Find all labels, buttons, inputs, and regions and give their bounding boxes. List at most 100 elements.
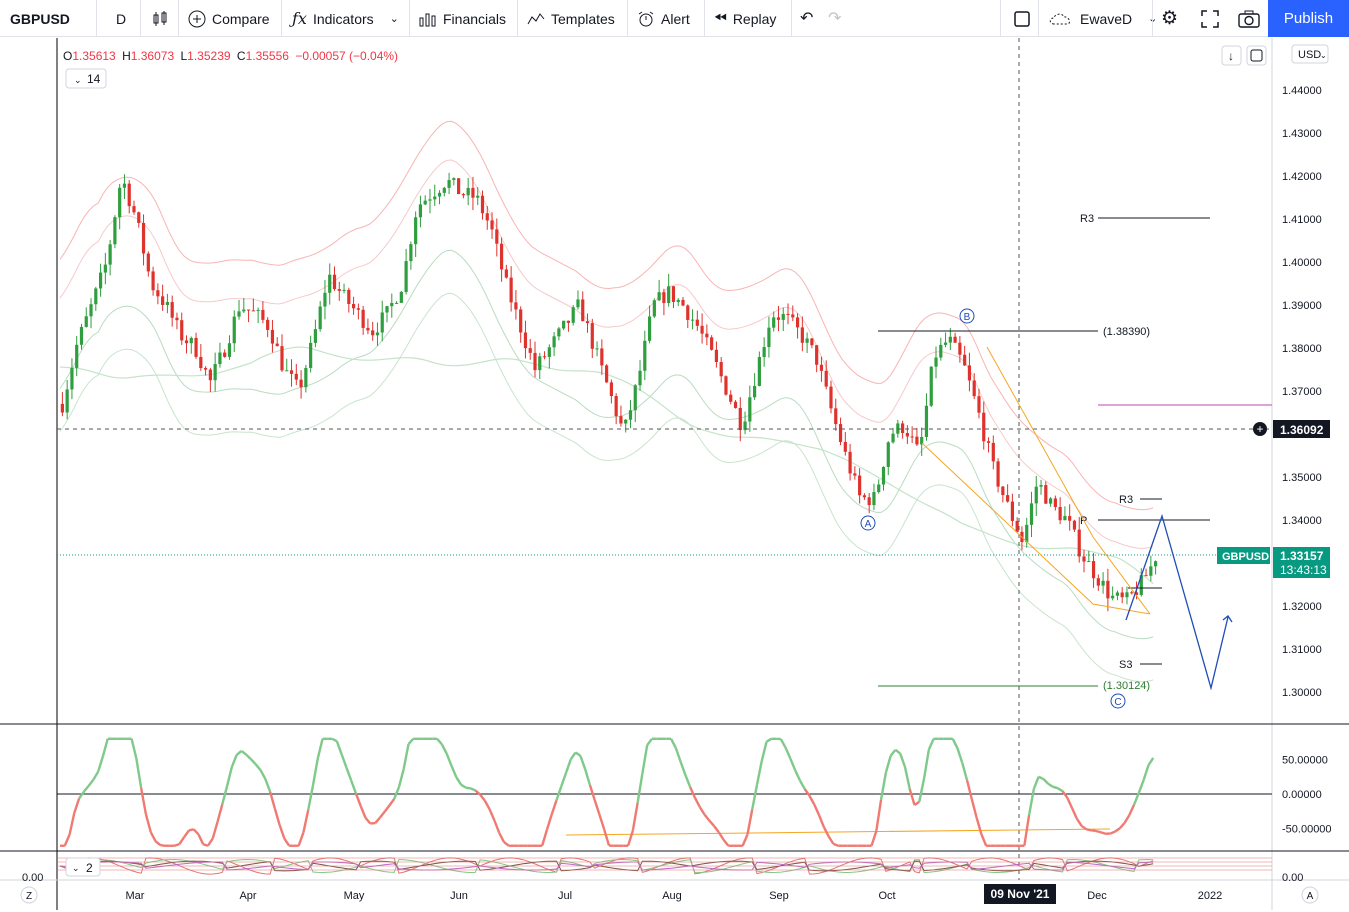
zoom-axis-button[interactable]: Z bbox=[20, 886, 38, 904]
auto-scale-button[interactable]: A bbox=[1301, 886, 1319, 904]
time-tick-label: Aug bbox=[662, 890, 682, 902]
candle-body bbox=[175, 317, 179, 321]
candle-body bbox=[385, 306, 389, 313]
templates-button[interactable]: Templates bbox=[527, 0, 615, 37]
oscillator-segment bbox=[808, 795, 816, 806]
lower-indicators-toggle-button[interactable]: ⌄ 2 bbox=[65, 857, 101, 877]
time-axis[interactable]: Mar Apr May Jun Jul Aug Sep Oct Dec 2022 bbox=[126, 890, 1223, 902]
oscillator-segment bbox=[541, 829, 549, 847]
pane-maximize-button[interactable] bbox=[1246, 45, 1267, 66]
interval-button[interactable]: D bbox=[116, 0, 126, 37]
wave-label-c: C bbox=[1114, 697, 1121, 708]
candle-body bbox=[834, 408, 838, 425]
pane-down-button[interactable]: ↓ bbox=[1221, 45, 1242, 66]
oscillator-segment bbox=[250, 758, 257, 766]
candle-body bbox=[98, 272, 103, 289]
auto-scale-label: A bbox=[1307, 891, 1314, 902]
oscillator-segment bbox=[908, 788, 916, 806]
indicators-button[interactable]: ƒx Indicators ⌄ bbox=[292, 0, 399, 37]
layout-name-button[interactable]: EwaveD ⌄ bbox=[1048, 0, 1157, 37]
symbol-search-button[interactable]: GBPUSD bbox=[10, 0, 70, 37]
chart-area[interactable]: (1.38390) (1.30124) R3 R3 P S3 A B C 1.4… bbox=[0, 37, 1349, 912]
price-tick-label: 1.35000 bbox=[1282, 472, 1322, 484]
candle-body bbox=[858, 475, 862, 496]
cloud-icon bbox=[1049, 13, 1071, 24]
candle-body bbox=[958, 342, 962, 355]
candle-body bbox=[915, 436, 919, 445]
candle-body bbox=[328, 274, 332, 293]
rewind-icon: ⏪︎ bbox=[714, 9, 727, 27]
oscillator-segment bbox=[679, 761, 687, 776]
plus-circle-icon bbox=[188, 10, 206, 27]
candle-body bbox=[1029, 503, 1034, 525]
candle-body bbox=[1044, 485, 1048, 504]
candle-body bbox=[1144, 575, 1148, 577]
candle-body bbox=[108, 244, 112, 265]
snapshot-button[interactable] bbox=[1238, 0, 1260, 37]
candle-body bbox=[891, 433, 895, 443]
oscillator-segment bbox=[1095, 829, 1102, 834]
oscillator-segment bbox=[755, 760, 763, 786]
candle-body bbox=[924, 405, 929, 437]
oscillator-segment bbox=[822, 826, 830, 837]
oscillator-segment bbox=[436, 738, 443, 746]
oscillator-axis[interactable]: 50.00000 0.00000 -50.00000 0.00 0.00 bbox=[22, 755, 1332, 885]
wave-marker-a: A bbox=[860, 515, 876, 531]
layout-select-button[interactable] bbox=[1013, 0, 1031, 37]
candle-body bbox=[366, 327, 370, 331]
candle-body bbox=[848, 451, 852, 474]
candle-body bbox=[943, 342, 948, 345]
candle-body bbox=[237, 311, 241, 317]
currency-select[interactable]: USD⌄ bbox=[1291, 44, 1329, 64]
publish-button[interactable]: Publish bbox=[1268, 0, 1349, 37]
compare-button[interactable]: Compare bbox=[188, 0, 270, 37]
replay-button[interactable]: ⏪︎ Replay bbox=[714, 0, 776, 37]
oscillator-segment bbox=[440, 743, 448, 755]
candle-body bbox=[1001, 486, 1005, 496]
candle-body bbox=[127, 183, 131, 207]
oscillator-segment bbox=[211, 821, 219, 839]
oscillator-segment bbox=[698, 806, 706, 816]
fullscreen-button[interactable] bbox=[1201, 0, 1219, 37]
oscillator-divergence-line bbox=[565, 828, 1111, 836]
oscillator-segment bbox=[1061, 790, 1069, 799]
candle-body bbox=[719, 362, 723, 377]
candle-body bbox=[1096, 578, 1100, 586]
candle-body bbox=[132, 206, 136, 213]
alarm-clock-icon bbox=[638, 11, 654, 26]
oscillator-segment bbox=[97, 755, 105, 772]
candle-body bbox=[657, 292, 661, 301]
candle-body bbox=[1101, 580, 1105, 586]
candle-body bbox=[905, 432, 909, 437]
oscillator-segment bbox=[144, 814, 152, 833]
redo-button[interactable]: ↷ bbox=[828, 0, 841, 37]
oscillator-segment bbox=[555, 786, 563, 801]
oscillator-segment bbox=[1142, 764, 1150, 781]
oscillator-segment bbox=[402, 743, 410, 770]
price-axis[interactable]: 1.44000 1.43000 1.42000 1.41000 1.40000 1.390… bbox=[1282, 85, 1322, 699]
candle-body bbox=[1068, 516, 1072, 521]
price-tick-label: 1.39000 bbox=[1282, 300, 1322, 312]
candle-body bbox=[514, 302, 518, 310]
chart-type-button[interactable] bbox=[151, 0, 169, 37]
candle-body bbox=[356, 308, 360, 310]
financials-button[interactable]: Financials bbox=[419, 0, 506, 37]
oscillator-segment bbox=[202, 843, 209, 847]
alert-button[interactable]: Alert bbox=[637, 0, 690, 37]
candle-body bbox=[1082, 556, 1086, 562]
square-icon bbox=[1014, 10, 1030, 27]
undo-button[interactable]: ↶ bbox=[800, 0, 813, 37]
candle-body bbox=[542, 356, 547, 358]
settings-button[interactable]: ⚙︎ bbox=[1161, 0, 1178, 37]
oscillator-segment bbox=[1047, 782, 1054, 788]
candle-body bbox=[838, 424, 843, 443]
oscillator-segment bbox=[636, 773, 644, 803]
oscillator-segment bbox=[1090, 829, 1097, 833]
candle-body bbox=[767, 327, 771, 348]
arrow-down-icon: ↓ bbox=[1228, 49, 1234, 63]
candle-body bbox=[151, 271, 155, 291]
candle-body bbox=[137, 212, 141, 223]
candle-body bbox=[1034, 486, 1038, 504]
indicators-toggle-button[interactable]: ⌄ 14 bbox=[65, 68, 107, 89]
oscillator-segment bbox=[798, 779, 806, 790]
